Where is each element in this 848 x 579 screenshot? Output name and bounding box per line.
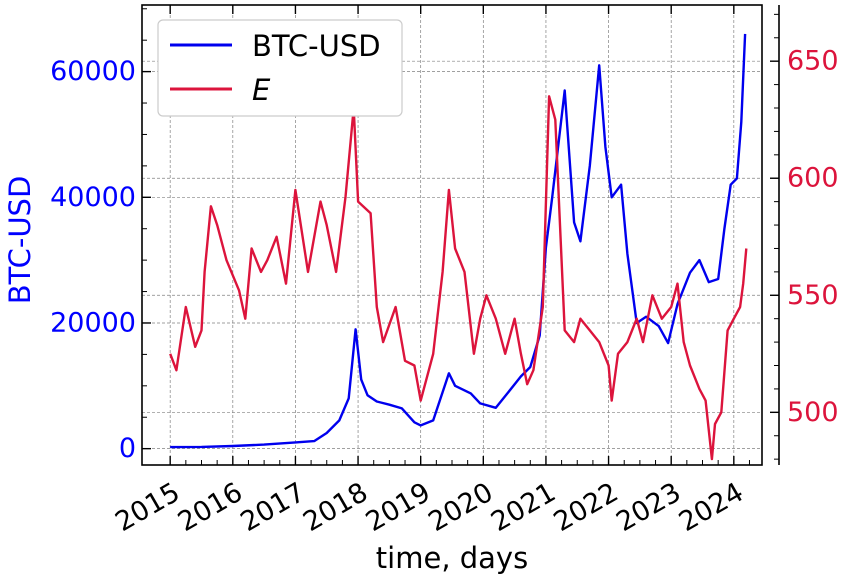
y-left-tick-label: 60000: [50, 56, 136, 87]
series-layer: [169, 33, 748, 461]
y-left-tick-label: 0: [119, 433, 136, 464]
y-right-tick-label: 550: [787, 280, 839, 311]
y-right-tick-label: 600: [787, 163, 839, 194]
ticks: [142, 5, 779, 465]
y-right-tick-label: 500: [787, 397, 839, 428]
y-left-tick-label: 40000: [50, 182, 136, 213]
legend-label-btc-usd: BTC-USD: [252, 29, 381, 63]
y-right-tick-label: 650: [787, 46, 839, 77]
series-line-btc-usd: [170, 33, 747, 449]
x-axis-title: time, days: [376, 541, 528, 575]
y-left-tick-label: 20000: [50, 307, 136, 338]
y-axis-left-title: BTC-USD: [3, 176, 37, 305]
series-line-e: [169, 95, 748, 461]
legend: BTC-USD E: [157, 19, 403, 117]
legend-label-e: E: [252, 73, 271, 107]
